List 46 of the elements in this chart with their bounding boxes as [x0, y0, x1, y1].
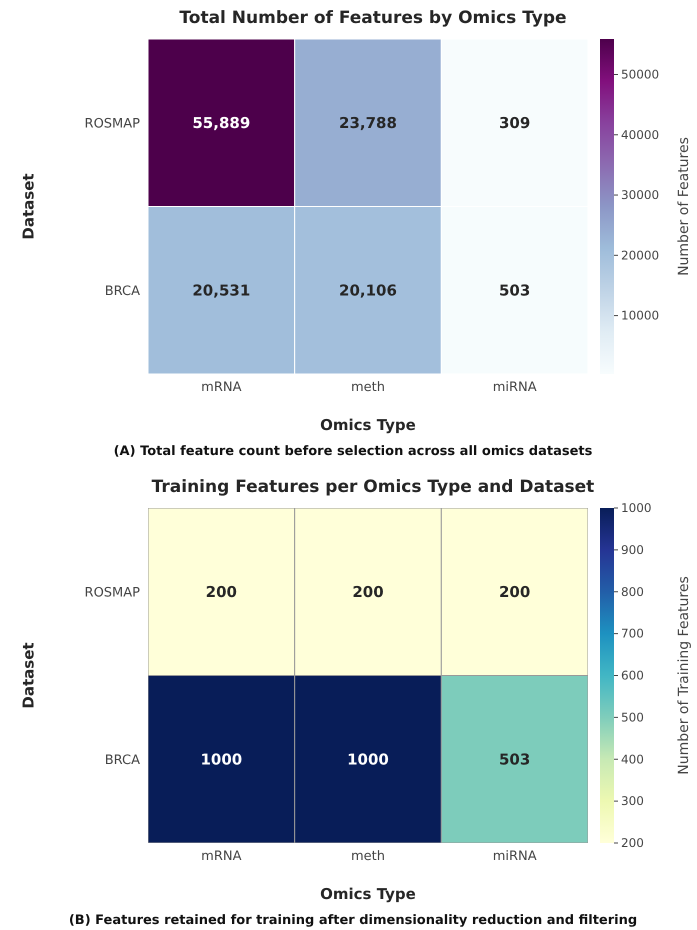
data-label: 200: [206, 582, 237, 601]
text: (B) Features retained for training after dimensionality reduction and filtering: [68, 913, 638, 928]
data-label: 20,106: [339, 281, 397, 300]
data-label: 1000: [200, 750, 242, 768]
color-bar-label: 20000: [621, 248, 660, 262]
x-tick-label: meth: [351, 380, 385, 396]
x-tick-label: meth: [351, 849, 385, 864]
data-label: 309: [499, 114, 530, 132]
data-label: 200: [352, 582, 384, 601]
data-label: 55,889: [192, 114, 250, 132]
x-tick-label: mRNA: [201, 380, 242, 396]
color-bar-label: 200: [621, 836, 644, 850]
data-label: 503: [499, 281, 530, 300]
y-tick-label: ROSMAP: [84, 585, 140, 600]
x-axis-title: Omics Type: [320, 416, 416, 434]
chart-title: Training Features per Omics Type and Dataset: [152, 477, 594, 497]
x-axis-title: Omics Type: [320, 885, 416, 903]
color-bar-label: 10000: [621, 308, 660, 323]
x-tick-label: miRNA: [492, 849, 537, 864]
data-label: 503: [499, 750, 530, 768]
color-bar-label: 600: [621, 668, 644, 682]
y-tick-label: ROSMAP: [84, 116, 140, 132]
color-bar-title: Number of Training Features: [676, 576, 692, 775]
data-label: 1000: [347, 750, 389, 768]
data-label: 23,788: [339, 114, 397, 132]
color-bar-label: 30000: [621, 188, 660, 202]
data-label: 20,531: [192, 281, 250, 300]
color-bar-label: 900: [621, 542, 644, 557]
text: (A) Total feature count before selection across all omics datasets: [112, 444, 594, 459]
color-bar-label: 400: [621, 752, 644, 766]
y-tick-label: BRCA: [104, 284, 140, 299]
y-axis-title: Dataset: [19, 173, 38, 240]
color-bar-label: 1000: [621, 501, 652, 515]
color-bar-label: 500: [621, 710, 644, 724]
x-tick-label: miRNA: [492, 380, 537, 396]
color-bar-label: 40000: [621, 128, 660, 142]
color-bar-label: 800: [621, 584, 644, 599]
y-tick-label: BRCA: [104, 752, 140, 768]
data-label: 200: [499, 582, 530, 601]
y-axis-title: Dataset: [19, 642, 38, 709]
color-bar-title: Number of Features: [676, 137, 692, 276]
color-bar-label: 50000: [621, 67, 660, 82]
x-tick-label: mRNA: [201, 849, 242, 864]
color-bar-label: 700: [621, 626, 644, 641]
color-bar-label: 300: [621, 794, 644, 808]
chart-title: Total Number of Features by Omics Type: [178, 8, 568, 30]
